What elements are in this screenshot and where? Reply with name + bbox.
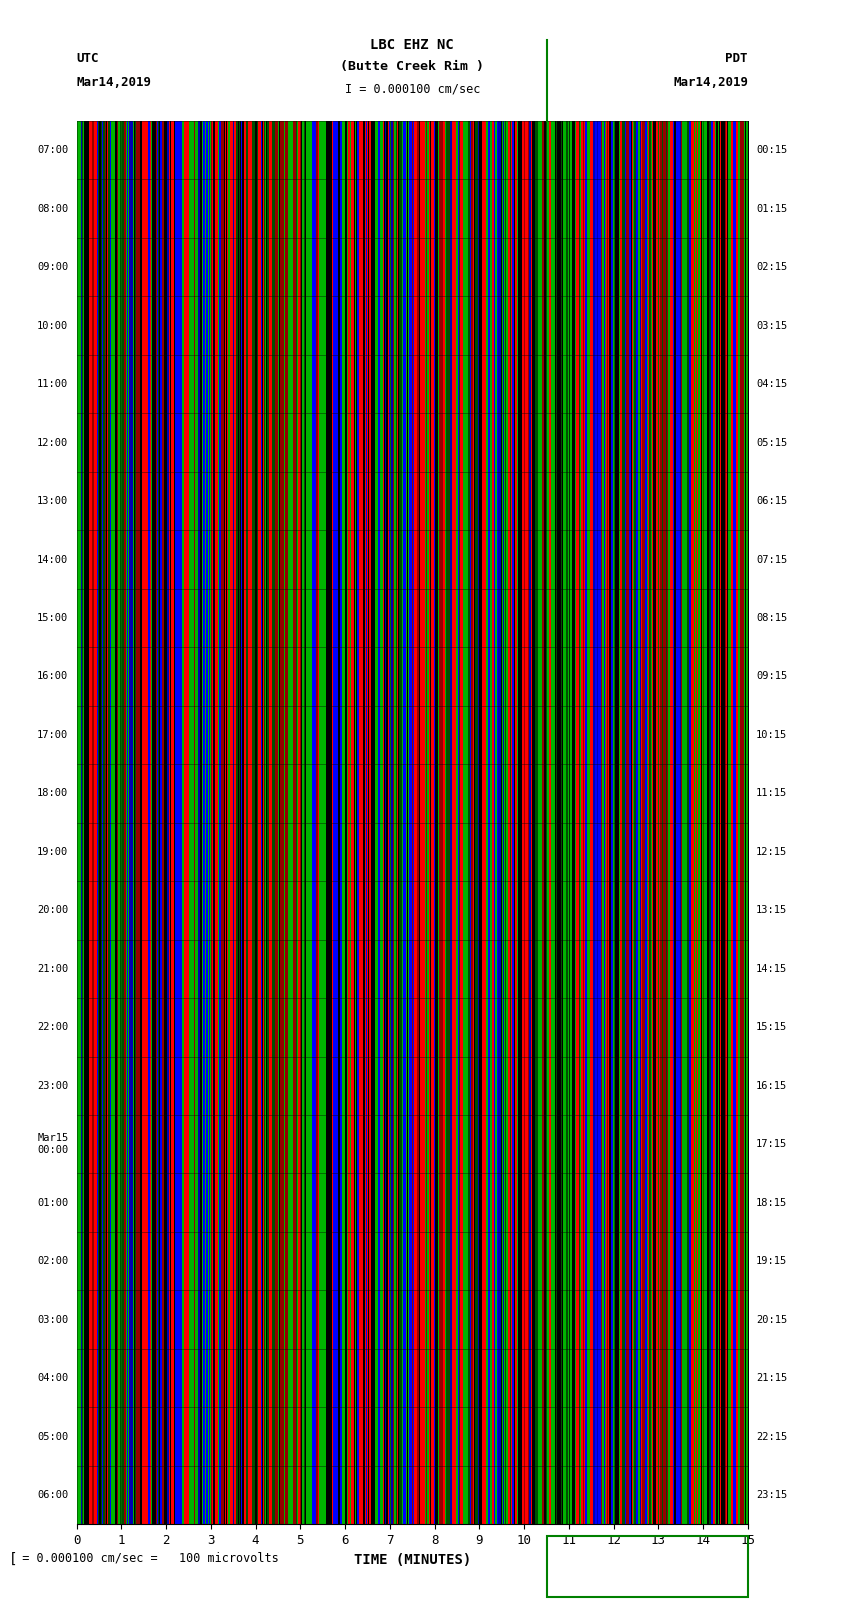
Text: 04:00: 04:00 xyxy=(37,1373,69,1382)
Text: 09:15: 09:15 xyxy=(756,671,787,681)
Text: 03:15: 03:15 xyxy=(756,321,787,331)
Text: 01:00: 01:00 xyxy=(37,1198,69,1208)
Text: 07:15: 07:15 xyxy=(756,555,787,565)
Text: 04:15: 04:15 xyxy=(756,379,787,389)
Text: 08:00: 08:00 xyxy=(37,203,69,213)
Text: 00:15: 00:15 xyxy=(756,145,787,155)
Text: 23:15: 23:15 xyxy=(756,1490,787,1500)
Text: 07:00: 07:00 xyxy=(37,145,69,155)
Text: 01:15: 01:15 xyxy=(756,203,787,213)
Text: PDT: PDT xyxy=(726,52,748,65)
Text: 19:00: 19:00 xyxy=(37,847,69,857)
Text: 08:15: 08:15 xyxy=(756,613,787,623)
Text: 14:00: 14:00 xyxy=(37,555,69,565)
Text: 23:00: 23:00 xyxy=(37,1081,69,1090)
Text: = 0.000100 cm/sec =   100 microvolts: = 0.000100 cm/sec = 100 microvolts xyxy=(8,1552,280,1565)
Text: 10:15: 10:15 xyxy=(756,731,787,740)
Text: 18:15: 18:15 xyxy=(756,1198,787,1208)
Text: 22:00: 22:00 xyxy=(37,1023,69,1032)
Text: 17:00: 17:00 xyxy=(37,731,69,740)
Text: UTC: UTC xyxy=(76,52,99,65)
Text: Mar14,2019: Mar14,2019 xyxy=(76,76,151,89)
Text: 11:00: 11:00 xyxy=(37,379,69,389)
Text: 12:15: 12:15 xyxy=(756,847,787,857)
Text: Mar14,2019: Mar14,2019 xyxy=(673,76,748,89)
Text: 16:00: 16:00 xyxy=(37,671,69,681)
Text: 15:15: 15:15 xyxy=(756,1023,787,1032)
Text: 05:15: 05:15 xyxy=(756,437,787,447)
Text: 13:15: 13:15 xyxy=(756,905,787,915)
Text: 11:15: 11:15 xyxy=(756,789,787,798)
Text: 12:00: 12:00 xyxy=(37,437,69,447)
Text: 20:00: 20:00 xyxy=(37,905,69,915)
Text: 10:00: 10:00 xyxy=(37,321,69,331)
Text: 20:15: 20:15 xyxy=(756,1315,787,1324)
Text: 06:00: 06:00 xyxy=(37,1490,69,1500)
Text: 17:15: 17:15 xyxy=(756,1139,787,1148)
Text: 21:15: 21:15 xyxy=(756,1373,787,1382)
Text: 02:00: 02:00 xyxy=(37,1257,69,1266)
Text: 15:00: 15:00 xyxy=(37,613,69,623)
Text: 05:00: 05:00 xyxy=(37,1432,69,1442)
Text: LBC EHZ NC: LBC EHZ NC xyxy=(371,37,454,52)
Text: 16:15: 16:15 xyxy=(756,1081,787,1090)
Text: [: [ xyxy=(8,1552,17,1566)
X-axis label: TIME (MINUTES): TIME (MINUTES) xyxy=(354,1553,471,1566)
Text: 21:00: 21:00 xyxy=(37,965,69,974)
Text: Mar15
00:00: Mar15 00:00 xyxy=(37,1134,69,1155)
Text: 06:15: 06:15 xyxy=(756,497,787,506)
Text: I = 0.000100 cm/sec: I = 0.000100 cm/sec xyxy=(344,82,480,95)
Text: 09:00: 09:00 xyxy=(37,263,69,273)
Text: 22:15: 22:15 xyxy=(756,1432,787,1442)
Text: (Butte Creek Rim ): (Butte Creek Rim ) xyxy=(340,60,484,73)
Text: 02:15: 02:15 xyxy=(756,263,787,273)
Text: 19:15: 19:15 xyxy=(756,1257,787,1266)
Text: 18:00: 18:00 xyxy=(37,789,69,798)
Text: 14:15: 14:15 xyxy=(756,965,787,974)
Text: 03:00: 03:00 xyxy=(37,1315,69,1324)
Text: 13:00: 13:00 xyxy=(37,497,69,506)
